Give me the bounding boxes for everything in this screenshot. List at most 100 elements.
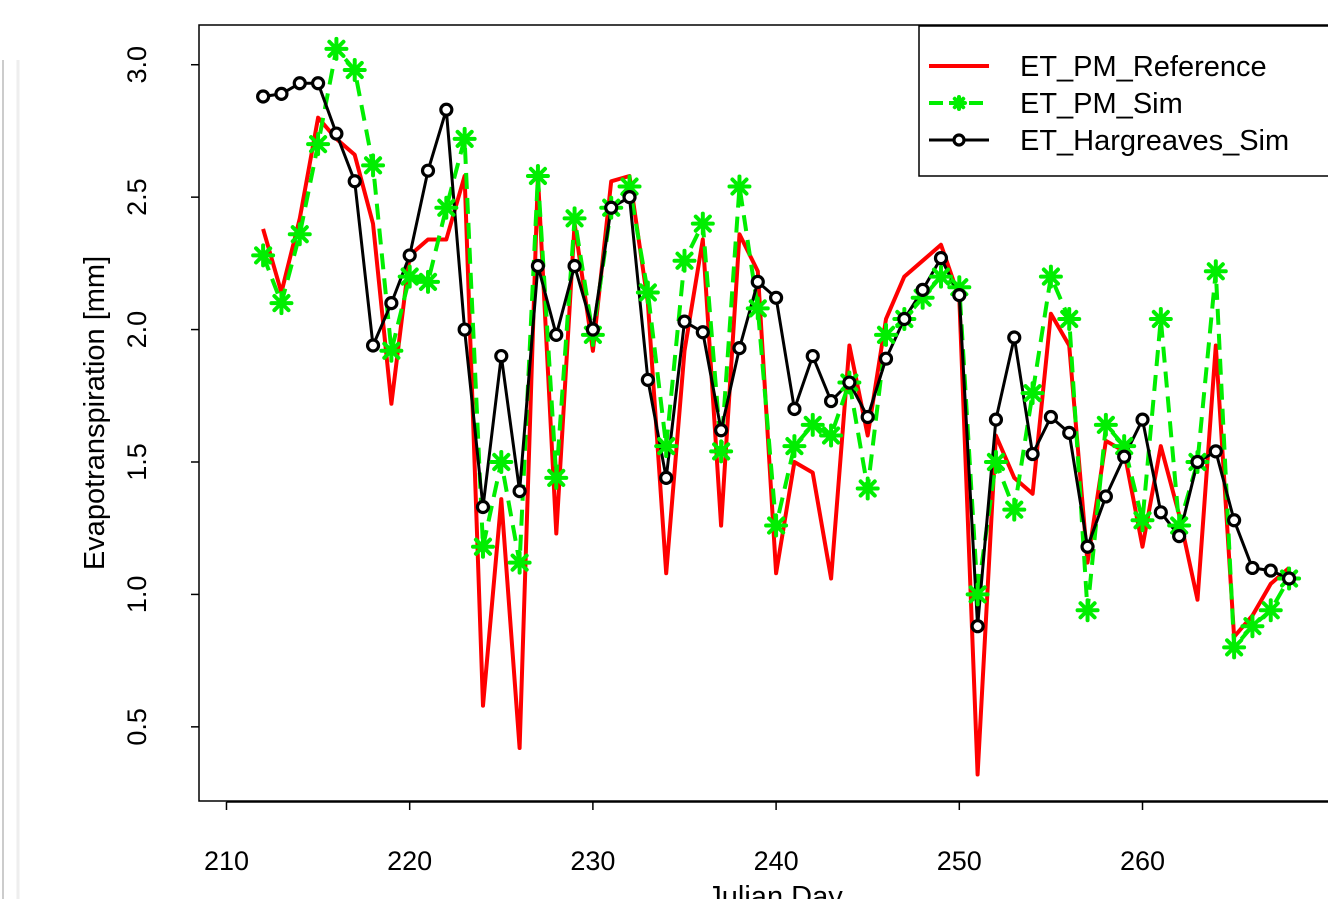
et-pm-sim-point: [1203, 259, 1228, 284]
y-axis: 0.5 1.0 1.5 2.0 2.5 3.0: [122, 46, 199, 746]
et-hargreaves-sim-point: [750, 274, 765, 290]
et-pm-sim-point: [855, 476, 880, 501]
et-hargreaves-sim-point: [768, 290, 784, 305]
et-hargreaves-sim-point: [1007, 330, 1022, 345]
et-pm-sim-point: [525, 163, 550, 188]
et-pm-sim-point: [1057, 306, 1082, 331]
et-hargreaves-sim-point: [878, 351, 894, 366]
et-hargreaves-sim-point: [860, 409, 875, 425]
et-pm-sim-point: [489, 449, 514, 474]
et-pm-sim-point: [1258, 598, 1283, 623]
et-hargreaves-sim-point: [292, 76, 307, 91]
legend-box: [918, 25, 1328, 177]
et-hargreaves-sim-point: [695, 325, 710, 340]
et-pm-sim-point: [928, 264, 953, 289]
et-pm-sim-point: [654, 434, 679, 459]
et-pm-sim-point: [782, 434, 807, 459]
et-hargreaves-sim-point: [1245, 560, 1260, 576]
et-pm-sim-point: [1130, 508, 1155, 533]
et-pm-sim-point: [672, 248, 697, 273]
et-hargreaves-sim-point: [1062, 425, 1077, 440]
et-hargreaves-sim-point: [512, 484, 527, 499]
et-hargreaves-sim-point: [823, 393, 839, 409]
et-pm-sim-point: [1038, 264, 1063, 289]
et-hargreaves-sim-point: [1135, 412, 1150, 427]
et-pm-sim-point: [397, 264, 422, 289]
et-pm-sim-point: [361, 153, 386, 178]
et-hargreaves-sim-point: [622, 190, 637, 205]
et-hargreaves-sim-point: [1117, 449, 1132, 464]
et-hargreaves-sim-point: [549, 327, 564, 342]
et-pm-sim-point: [251, 243, 276, 268]
et-hargreaves-sim-point: [787, 401, 802, 417]
et-hargreaves-sim-point: [329, 126, 344, 141]
x-axis-title: Julian Day: [707, 881, 843, 899]
y-tick-label: 1.5: [122, 443, 152, 481]
x-axis: 210 220 230 240 250 260: [204, 801, 1328, 876]
et-hargreaves-sim-point: [1172, 529, 1187, 544]
et-pm-sim-point: [1167, 513, 1192, 538]
et-hargreaves-sim-point: [530, 258, 546, 274]
et-hargreaves-sim-point: [475, 499, 491, 515]
x-tick-label: 230: [570, 846, 615, 876]
et-hargreaves-sim-point: [1025, 446, 1040, 462]
et-hargreaves-sim-legend-label: ET_Hargreaves_Sim: [1020, 125, 1289, 157]
et-hargreaves-sim-point: [640, 372, 655, 387]
et-hargreaves-sim-point: [933, 250, 949, 266]
y-tick-label: 2.0: [122, 311, 152, 349]
et-pm-sim-point: [635, 280, 660, 305]
et-hargreaves-sim-point: [1263, 563, 1278, 578]
et-pm-sim-point: [874, 322, 899, 347]
et-pm-sim-point: [745, 296, 770, 321]
et-pm-sim-point: [324, 36, 349, 61]
legend-items: ET_PM_Reference ET_PM_Sim ET_Hargreaves_Si…: [929, 51, 1289, 157]
et-hargreaves-sim-point: [897, 311, 912, 327]
et-pm-sim-point: [269, 291, 294, 316]
et-pm-sim-point: [1075, 598, 1100, 623]
et-pm-sim-point: [507, 550, 532, 575]
et-hargreaves-sim-point: [604, 200, 619, 215]
y-tick-label: 2.5: [122, 178, 152, 216]
et-pm-sim-point: [470, 534, 495, 559]
et-hargreaves-sim-legend-marker: [952, 133, 966, 147]
et-hargreaves-sim-point: [310, 76, 326, 91]
et-pm-sim-point: [306, 132, 331, 157]
et-pm-sim-point: [287, 222, 312, 247]
et-pm-sim-point: [1020, 381, 1045, 406]
et-hargreaves-sim-point: [1190, 454, 1205, 470]
et-pm-sim-point: [1148, 306, 1173, 331]
et-hargreaves-sim-point: [420, 163, 436, 178]
et-hargreaves-sim-point: [805, 348, 820, 364]
et-pm-sim-point: [1222, 635, 1247, 660]
et-hargreaves-sim-point: [585, 322, 600, 337]
x-tick-label: 210: [204, 846, 249, 876]
et-pm-sim-point: [965, 582, 990, 607]
et-pm-sim-point: [819, 423, 844, 448]
et-hargreaves-sim-point: [659, 470, 674, 485]
et-pm-sim-legend-label: ET_PM_Sim: [1020, 88, 1183, 120]
et-hargreaves-sim-point: [402, 248, 417, 263]
et-pm-sim-point: [709, 439, 734, 464]
y-tick-label: 1.0: [122, 576, 152, 614]
et-hargreaves-sim-point: [1043, 409, 1059, 425]
et-pm-sim-point: [727, 174, 752, 199]
et-hargreaves-sim-point: [365, 338, 381, 353]
et-hargreaves-sim-point: [439, 102, 454, 117]
et-pm-sim-point: [1093, 412, 1118, 437]
x-tick-label: 220: [387, 846, 432, 876]
et-pm-sim-point: [1240, 614, 1265, 639]
et-hargreaves-sim-point: [915, 282, 930, 297]
et-hargreaves-sim-point: [1153, 505, 1168, 520]
et-hargreaves-sim-point: [384, 295, 399, 311]
et-hargreaves-sim-point: [677, 314, 692, 329]
et-hargreaves-sim-point: [988, 412, 1004, 427]
x-tick-label: 250: [937, 846, 982, 876]
et-pm-sim-point: [434, 195, 459, 220]
et-pm-sim-point: [1002, 497, 1027, 522]
y-tick-label: 3.0: [122, 46, 152, 84]
et-hargreaves-sim-point: [1098, 489, 1113, 504]
et-pm-sim-point: [951, 95, 967, 111]
et-pm-sim-point: [690, 211, 715, 236]
et-pm-sim-point: [617, 174, 642, 199]
